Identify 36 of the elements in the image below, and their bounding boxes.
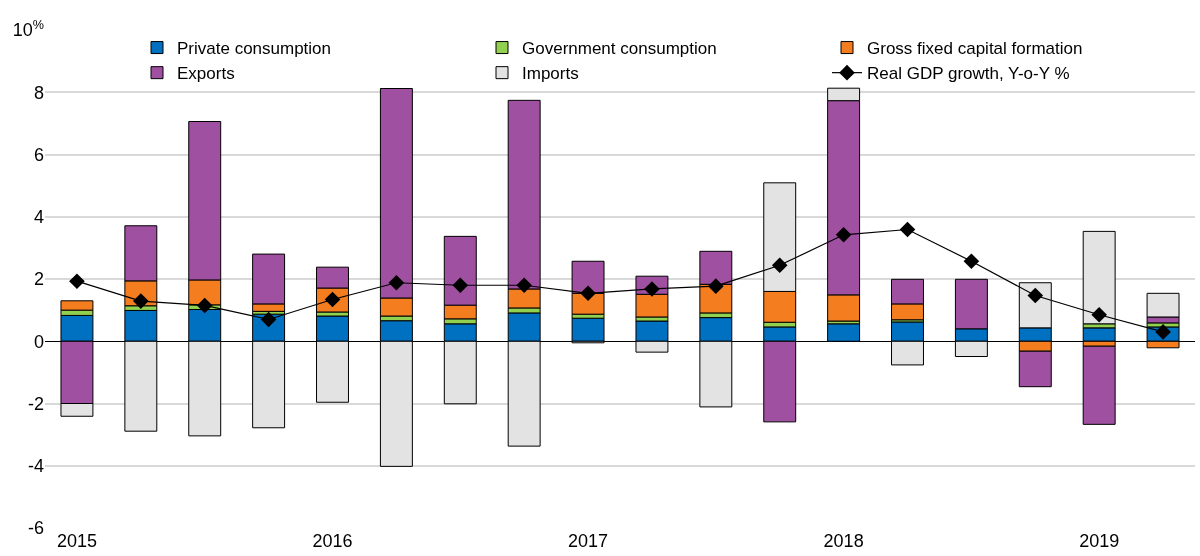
point	[708, 278, 724, 294]
point	[1155, 324, 1171, 340]
point	[1091, 306, 1107, 323]
y-tick-label: 0	[33, 331, 44, 352]
point	[580, 285, 596, 302]
point	[452, 277, 469, 294]
y-tick-label: -4	[27, 456, 44, 477]
legend-label: Government consumption	[522, 39, 717, 59]
point	[1027, 287, 1044, 304]
legend-label: Imports	[522, 64, 579, 84]
point	[963, 253, 980, 270]
y-tick-label: -6	[27, 518, 44, 539]
bar	[571, 317, 605, 342]
legend-label: Exports	[177, 64, 235, 84]
point	[69, 273, 85, 289]
x-tick-label: 2016	[312, 531, 353, 551]
legend-label: Real GDP growth, Y-o-Y %	[867, 64, 1070, 84]
point	[899, 221, 916, 238]
legend-label: Gross fixed capital formation	[867, 39, 1083, 59]
legend-label: Private consumption	[177, 39, 332, 59]
x-tick-label: 2019	[1079, 531, 1120, 551]
y-tick-label: -2	[27, 393, 44, 414]
y-tick-label: 2	[33, 269, 44, 290]
x-tick-label: 2015	[56, 531, 97, 551]
y-tick-label: 4	[33, 207, 44, 228]
y-tick-label: 6	[33, 144, 44, 165]
point	[196, 297, 213, 314]
bar	[1082, 345, 1116, 425]
x-tick-label: 2017	[568, 531, 609, 551]
point	[835, 227, 852, 243]
y-tick-label: 8	[33, 82, 44, 103]
point	[771, 257, 788, 274]
y-tick-label: 10$^{%}$	[12, 17, 44, 41]
point	[516, 277, 532, 294]
point	[388, 274, 405, 291]
x-tick-label: 2018	[823, 531, 864, 551]
